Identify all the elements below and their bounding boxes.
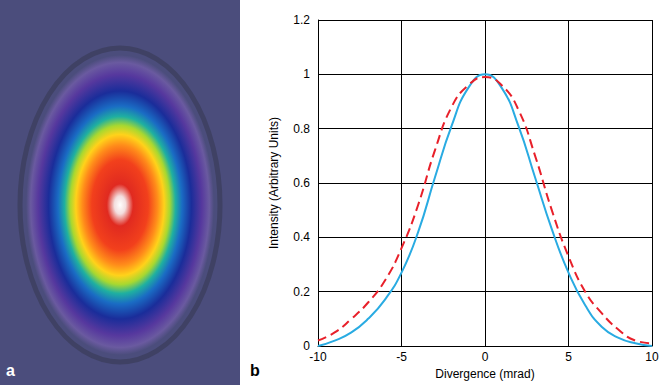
svg-text:Divergence (mrad): Divergence (mrad) (435, 367, 534, 381)
svg-text:0.4: 0.4 (293, 230, 310, 244)
html-text:b: b (250, 362, 260, 379)
svg-text:0: 0 (482, 350, 489, 364)
svg-text:Intensity (Arbitrary Units): Intensity (Arbitrary Units) (267, 117, 281, 249)
svg-text:5: 5 (565, 350, 572, 364)
html-text:a: a (6, 362, 15, 379)
svg-text:0: 0 (303, 339, 310, 353)
svg-text:-5: -5 (396, 350, 407, 364)
svg-text:1: 1 (303, 67, 310, 81)
svg-text:0.8: 0.8 (293, 122, 310, 136)
svg-text:-10: -10 (309, 350, 327, 364)
svg-text:0.2: 0.2 (293, 285, 310, 299)
svg-text:10: 10 (645, 350, 659, 364)
svg-text:1.2: 1.2 (293, 13, 310, 27)
svg-text:0.6: 0.6 (293, 176, 310, 190)
